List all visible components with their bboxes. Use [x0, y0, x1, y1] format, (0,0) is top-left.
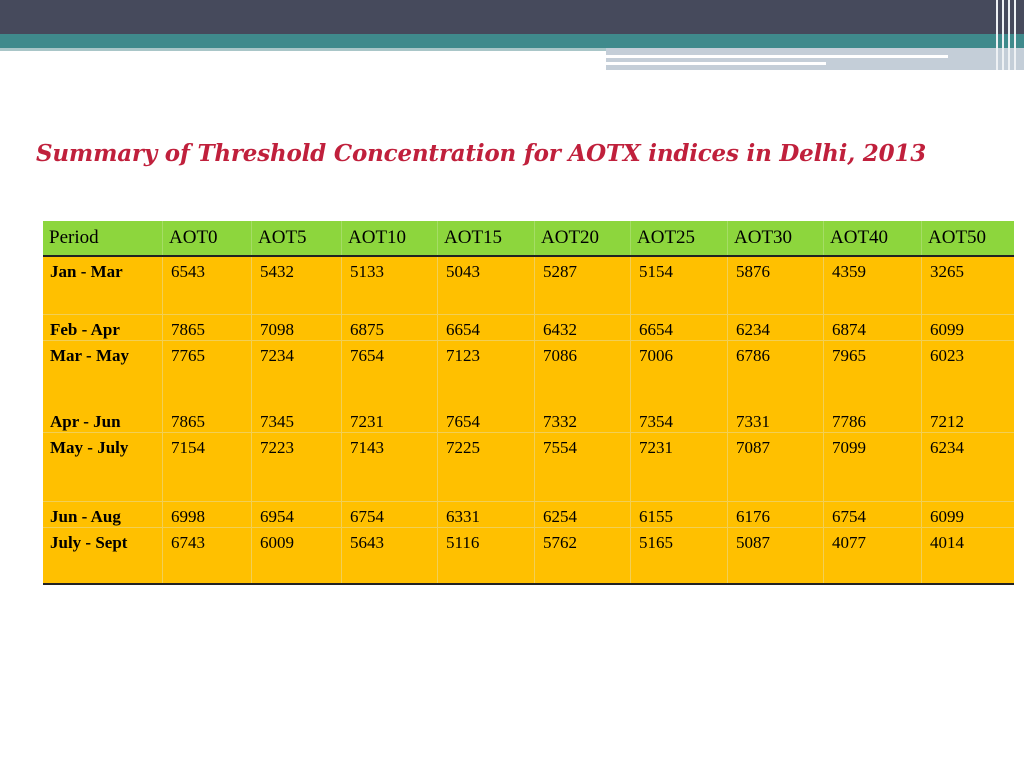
table-cell: 7098 — [251, 314, 342, 341]
table-cell: 6331 — [437, 501, 535, 528]
column-header-period: Period — [43, 221, 163, 257]
table-cell: 7086 7332 — [534, 340, 631, 433]
table-cell: 5165 — [630, 527, 728, 585]
table-cell: 7765 7865 — [162, 340, 252, 433]
table-cell: 6009 — [251, 527, 342, 585]
table-cell: 7234 7345 — [251, 340, 342, 433]
table-cell: 6155 — [630, 501, 728, 528]
table-cell: 5043 — [437, 256, 535, 315]
table-cell: 4077 — [823, 527, 922, 585]
table-cell: 6099 — [921, 501, 1014, 528]
period-cell: Feb - Apr — [43, 314, 163, 341]
table-row: Feb - Apr 7865 7098 6875 6654 6432 6654 … — [43, 314, 1014, 341]
header-band — [0, 0, 1024, 34]
table-row: July - Sept 6743 6009 5643 5116 5762 516… — [43, 527, 1014, 585]
period-cell: May - July — [43, 432, 163, 502]
column-header-aot5: AOT5 — [251, 221, 342, 257]
period-cell: July - Sept — [43, 527, 163, 585]
column-header-aot30: AOT30 — [727, 221, 824, 257]
table-cell: 6786 7331 — [727, 340, 824, 433]
table-cell: 5116 — [437, 527, 535, 585]
table-cell: 7223 — [251, 432, 342, 502]
column-header-aot25: AOT25 — [630, 221, 728, 257]
column-header-aot40: AOT40 — [823, 221, 922, 257]
table-cell: 6543 — [162, 256, 252, 315]
decorative-bar — [606, 48, 1024, 70]
accent-line — [0, 48, 606, 51]
table-cell: 3265 — [921, 256, 1014, 315]
table-cell: 6023 7212 — [921, 340, 1014, 433]
table-cell: 5762 — [534, 527, 631, 585]
table-cell: 6176 — [727, 501, 824, 528]
decorative-line — [606, 55, 948, 58]
table-cell: 6875 — [341, 314, 438, 341]
table-cell: 6234 — [921, 432, 1014, 502]
table-cell: 7965 7786 — [823, 340, 922, 433]
table-cell: 7231 — [630, 432, 728, 502]
table-cell: 5154 — [630, 256, 728, 315]
table-cell: 6654 — [437, 314, 535, 341]
table-cell: 7006 7354 — [630, 340, 728, 433]
period-cell: Jun - Aug — [43, 501, 163, 528]
table-row: May - July 7154 7223 7143 7225 7554 7231… — [43, 432, 1014, 502]
accent-band — [0, 34, 1024, 48]
table-cell: 6874 — [823, 314, 922, 341]
table-cell: 6254 — [534, 501, 631, 528]
table-cell: 6743 — [162, 527, 252, 585]
table-cell: 7225 — [437, 432, 535, 502]
table-cell: 6754 — [341, 501, 438, 528]
table-cell: 5087 — [727, 527, 824, 585]
column-header-aot0: AOT0 — [162, 221, 252, 257]
slide-title: Summary of Threshold Concentration for A… — [36, 140, 927, 167]
table-row: Mar - May Apr - Jun 7765 7865 7234 7345 765… — [43, 340, 1014, 433]
column-header-aot15: AOT15 — [437, 221, 535, 257]
table-cell: 6954 — [251, 501, 342, 528]
table-row: Jan - Mar 6543 5432 5133 5043 5287 5154 … — [43, 256, 1014, 315]
aotx-summary-table: Period AOT0 AOT5 AOT10 AOT15 AOT20 AOT25… — [43, 221, 1014, 585]
table-cell: 7865 — [162, 314, 252, 341]
table-cell: 5432 — [251, 256, 342, 315]
table-cell: 6654 — [630, 314, 728, 341]
column-header-aot20: AOT20 — [534, 221, 631, 257]
table-header-row: Period AOT0 AOT5 AOT10 AOT15 AOT20 AOT25… — [43, 221, 1014, 257]
table-cell: 5133 — [341, 256, 438, 315]
table-cell: 7154 — [162, 432, 252, 502]
column-header-aot50: AOT50 — [921, 221, 1014, 257]
column-header-aot10: AOT10 — [341, 221, 438, 257]
table-cell: 4014 — [921, 527, 1014, 585]
table-cell: 7654 7231 — [341, 340, 438, 433]
table-cell: 7123 7654 — [437, 340, 535, 433]
table-cell: 7087 — [727, 432, 824, 502]
table-cell: 7099 — [823, 432, 922, 502]
table-cell: 7143 — [341, 432, 438, 502]
decorative-stripes — [992, 0, 1024, 70]
period-cell: Jan - Mar — [43, 256, 163, 315]
table-cell: 6099 — [921, 314, 1014, 341]
table-cell: 6432 — [534, 314, 631, 341]
table-cell: 5643 — [341, 527, 438, 585]
table-cell: 6998 — [162, 501, 252, 528]
decorative-line — [606, 62, 826, 65]
table-cell: 4359 — [823, 256, 922, 315]
table-cell: 6234 — [727, 314, 824, 341]
table-cell: 5876 — [727, 256, 824, 315]
table-cell: 6754 — [823, 501, 922, 528]
table-cell: 5287 — [534, 256, 631, 315]
period-cell: Mar - May Apr - Jun — [43, 340, 163, 433]
table-cell: 7554 — [534, 432, 631, 502]
table-row: Jun - Aug 6998 6954 6754 6331 6254 6155 … — [43, 501, 1014, 528]
